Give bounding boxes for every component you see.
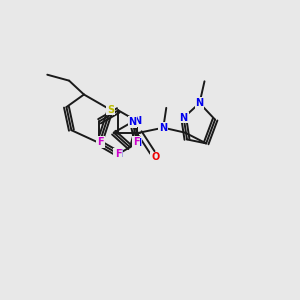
Text: O: O xyxy=(151,152,160,162)
Text: N: N xyxy=(129,117,137,127)
Text: S: S xyxy=(107,105,114,115)
Text: F: F xyxy=(133,137,140,147)
Text: N: N xyxy=(196,98,204,108)
Text: N: N xyxy=(180,112,188,123)
Text: F: F xyxy=(97,137,104,147)
Text: N: N xyxy=(114,149,122,159)
Text: N: N xyxy=(133,138,141,148)
Text: F: F xyxy=(115,149,122,159)
Text: N: N xyxy=(133,116,141,126)
Text: N: N xyxy=(159,123,167,133)
